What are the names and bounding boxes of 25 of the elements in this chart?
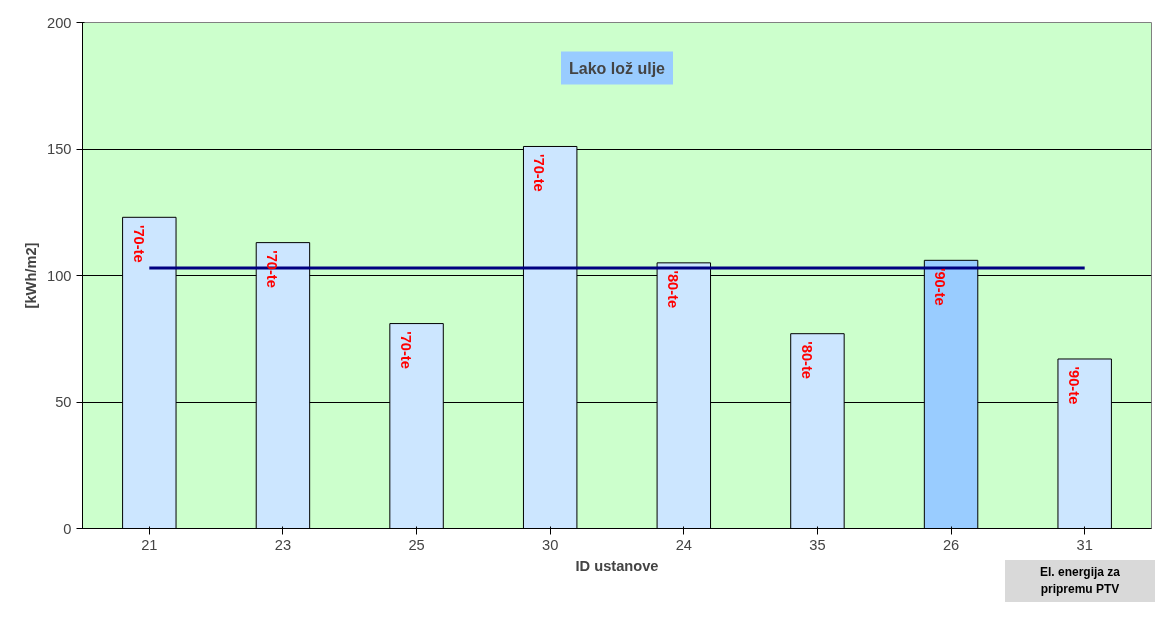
annotation: '70-te (264, 250, 281, 288)
x-tick-label: 31 (1076, 536, 1093, 553)
text: Lako lož ulje (568, 59, 666, 77)
y-tick-label: 50 (55, 394, 72, 410)
x-tick-label: 26 (942, 536, 960, 553)
y-tick-label: 150 (47, 141, 72, 157)
x-axis-title: ID ustanove (575, 557, 659, 574)
annotation: '80-te (798, 341, 815, 379)
y-axis-title: [kWh/m2] (23, 242, 40, 309)
x-tick-label: 30 (542, 536, 559, 553)
x-tick-label: 35 (809, 536, 826, 553)
annotation: '90-te (1066, 366, 1082, 405)
annotation: '70-te (397, 331, 414, 369)
y-tick-label: 200 (47, 14, 72, 31)
y-tick-label: 100 (47, 267, 72, 284)
x-tick-label: 23 (274, 536, 292, 553)
x-tick-label: 21 (141, 536, 158, 553)
text: El. energija za pripremu PTV (1039, 564, 1121, 599)
y-tick-label: 0 (63, 520, 72, 537)
x-tick-label: 24 (675, 536, 692, 553)
annotation: '70-te (130, 224, 147, 263)
annotation: '90-te (932, 267, 949, 306)
x-tick-label: 25 (408, 536, 425, 553)
annotation: '80-te (665, 270, 682, 309)
annotation: '70-te (531, 154, 548, 192)
